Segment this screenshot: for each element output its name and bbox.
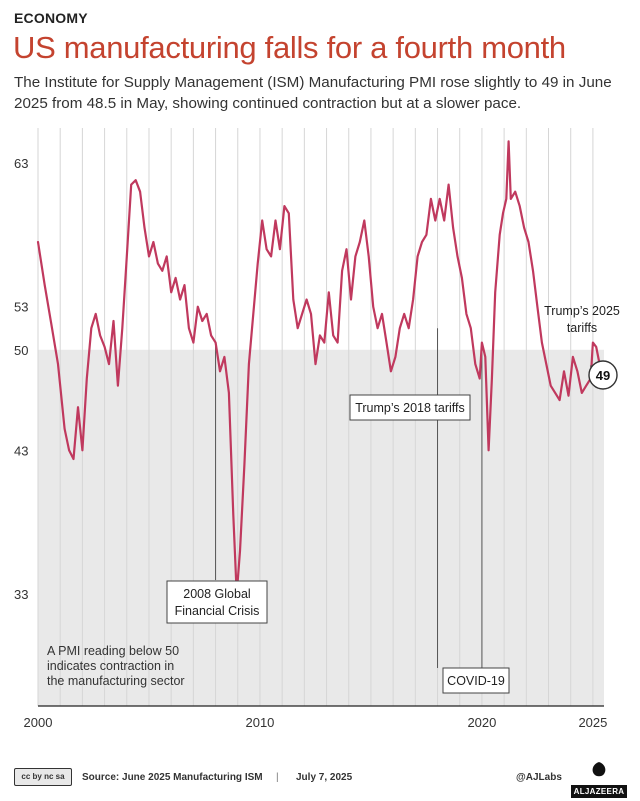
brand-logo: ALJAZEERA — [568, 760, 630, 799]
annotation-trump-2025-line-1: tariffs — [567, 321, 597, 335]
annotation-gfc-line-1: Financial Crisis — [175, 604, 260, 618]
publish-date: July 7, 2025 — [296, 772, 353, 783]
last-value-label: 49 — [596, 368, 610, 383]
y-tick-53: 53 — [14, 300, 28, 315]
annotation-trump-2025-line-0: Trump’s 2025 — [544, 304, 620, 318]
x-tick-2020: 2020 — [467, 715, 496, 730]
annotation-box-trump-2018 — [349, 394, 471, 421]
brand-wordmark: ALJAZEERA — [570, 785, 628, 798]
source-text: Source: June 2025 Manufacturing ISM — [82, 772, 263, 783]
y-tick-63: 63 — [14, 156, 28, 171]
social-handle: @AJLabs — [516, 772, 562, 783]
y-tick-50: 50 — [14, 343, 28, 358]
x-tick-2025: 2025 — [578, 715, 607, 730]
license-badge: cc by nc sa — [14, 768, 72, 786]
page-subtitle: The Institute for Supply Management (ISM… — [14, 74, 612, 112]
footer-separator: | — [276, 772, 279, 783]
x-tick-2010: 2010 — [245, 715, 274, 730]
contraction-band — [38, 349, 604, 706]
contraction-note-line-1: indicates contraction in — [47, 659, 174, 673]
footer: cc by nc sa Source: June 2025 Manufactur… — [0, 760, 640, 801]
contraction-note-line-2: the manufacturing sector — [47, 674, 185, 688]
y-tick-33: 33 — [14, 587, 28, 602]
annotation-trump-2018-line-0: Trump’s 2018 tariffs — [355, 401, 465, 415]
annotation-box-gfc — [166, 580, 268, 624]
contraction-note-line-0: A PMI reading below 50 — [47, 644, 179, 658]
pmi-line-chart: 63 53 50 43 33 2000 2010 2020 2025 49 2008 Global F… — [14, 128, 620, 730]
x-tick-2000: 2000 — [24, 715, 53, 730]
annotation-covid-line-0: COVID-19 — [447, 674, 505, 688]
y-tick-43: 43 — [14, 443, 28, 458]
last-value-badge — [588, 360, 618, 390]
section-kicker: ECONOMY — [14, 10, 88, 26]
pmi-series-line — [36, 140, 606, 596]
annotation-box-covid — [442, 667, 510, 694]
annotation-gfc-line-0: 2008 Global — [183, 587, 250, 601]
brand-mark-icon — [592, 762, 606, 777]
page-title: US manufacturing falls for a fourth mont… — [13, 30, 566, 65]
